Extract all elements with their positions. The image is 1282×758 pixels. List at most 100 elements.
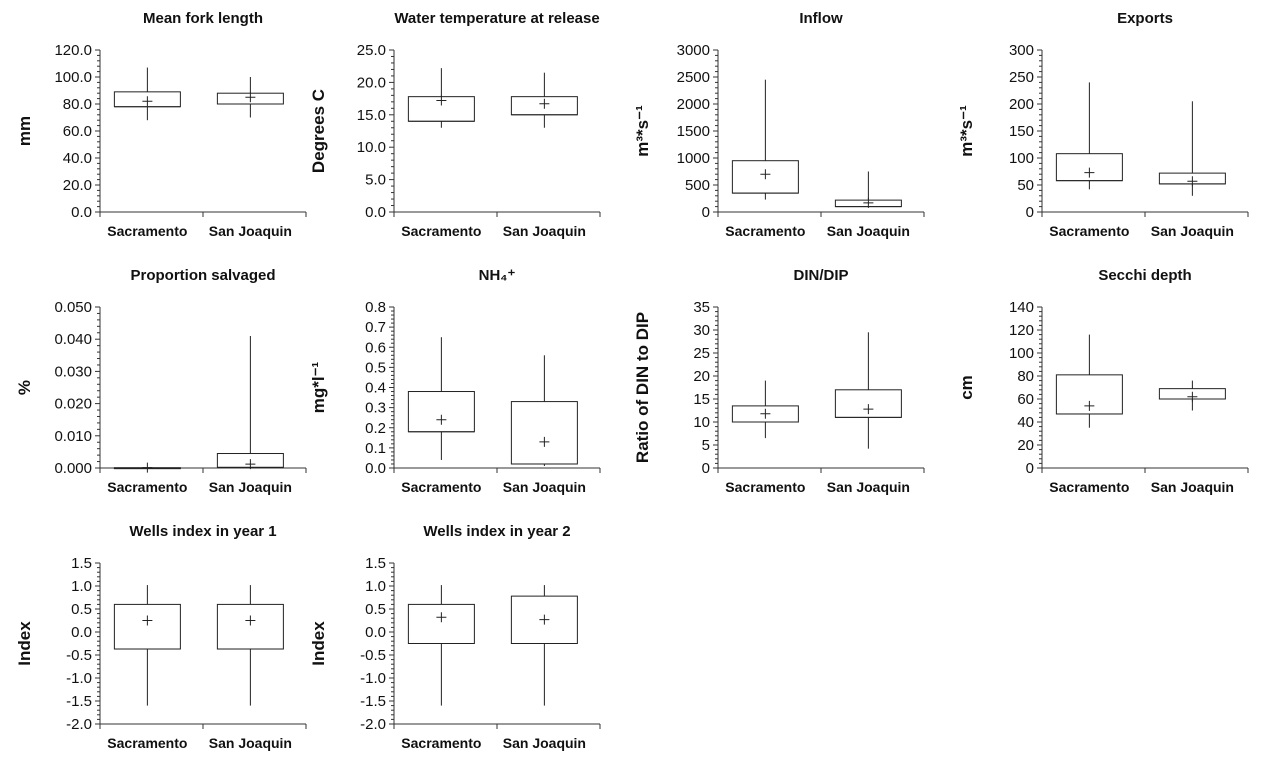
y-axis-label: Index bbox=[309, 621, 328, 666]
y-tick-label: 20 bbox=[1017, 437, 1034, 454]
iqr-box bbox=[407, 603, 475, 645]
chart-title: DIN/DIP bbox=[793, 267, 848, 284]
y-tick-label: 200 bbox=[1009, 96, 1034, 113]
chart-title: NH₄⁺ bbox=[479, 267, 516, 284]
x-category-label: San Joaquin bbox=[503, 479, 586, 495]
y-tick-label: 150 bbox=[1009, 123, 1034, 140]
y-tick-label: 300 bbox=[1009, 42, 1034, 59]
y-axis-label: Index bbox=[15, 621, 34, 666]
x-category-label: Sacramento bbox=[725, 223, 805, 239]
x-category-label: Sacramento bbox=[107, 223, 187, 239]
box-san-joaquin bbox=[216, 585, 284, 706]
chart-title: Proportion salvaged bbox=[130, 267, 275, 284]
y-tick-label: 0.030 bbox=[54, 363, 92, 380]
mean-marker bbox=[245, 615, 256, 626]
y-tick-label: 25.0 bbox=[357, 42, 386, 59]
mean-marker bbox=[760, 169, 771, 180]
y-tick-label: 0.020 bbox=[54, 396, 92, 413]
x-category-label: Sacramento bbox=[1049, 479, 1129, 495]
y-axis-label: mm bbox=[15, 116, 34, 146]
chart-panel-6: NH₄⁺ mg*l⁻¹ 0.0 0.1 0.2 0.3 0.4 0.5 0.6 0.7 0.8 Sac… bbox=[309, 267, 601, 495]
x-category-label: San Joaquin bbox=[827, 479, 910, 495]
y-tick-label: -1.5 bbox=[66, 693, 92, 710]
y-tick-label: 5.0 bbox=[365, 172, 386, 189]
y-axis-label: Degrees C bbox=[309, 89, 328, 173]
y-tick-label: 0.2 bbox=[365, 420, 386, 437]
x-category-label: Sacramento bbox=[107, 479, 187, 495]
chart-panel-5: Proportion salvaged% 0.000 0.010 0.020 0.030… bbox=[15, 267, 307, 495]
chart-panel-3: Inflow m³*s⁻¹ 0 500 1000 1500 2000 2500 3000 Sacr… bbox=[633, 10, 925, 239]
y-tick-label: 0.4 bbox=[365, 380, 386, 397]
y-tick-label: 0.050 bbox=[54, 299, 92, 316]
mean-marker bbox=[863, 404, 874, 415]
box-sacramento bbox=[1055, 82, 1123, 190]
y-axis-label: mg*l⁻¹ bbox=[309, 361, 328, 413]
y-tick-label: 80 bbox=[1017, 368, 1034, 385]
y-tick-label: 0.1 bbox=[365, 440, 386, 457]
y-tick-label: 0.0 bbox=[365, 460, 386, 477]
y-tick-label: 120.0 bbox=[54, 42, 92, 59]
y-tick-label: 1.0 bbox=[365, 578, 386, 595]
x-category-label: San Joaquin bbox=[1151, 479, 1234, 495]
chart-title: Inflow bbox=[799, 10, 843, 27]
mean-marker bbox=[142, 462, 153, 473]
y-tick-label: 10 bbox=[693, 414, 710, 431]
box-san-joaquin bbox=[216, 77, 284, 118]
mean-marker bbox=[142, 96, 153, 107]
y-tick-label: 0.6 bbox=[365, 339, 386, 356]
y-tick-label: 2000 bbox=[677, 96, 710, 113]
box-san-joaquin bbox=[510, 355, 578, 466]
y-tick-label: 0.3 bbox=[365, 400, 386, 417]
y-tick-label: -1.5 bbox=[360, 693, 386, 710]
box-sacramento bbox=[731, 380, 799, 439]
y-tick-label: 0.7 bbox=[365, 319, 386, 336]
mean-marker bbox=[1084, 167, 1095, 178]
mean-marker bbox=[1187, 176, 1198, 187]
y-tick-label: 0.5 bbox=[365, 359, 386, 376]
y-tick-label: 0.040 bbox=[54, 331, 92, 348]
y-tick-label: 20 bbox=[693, 368, 710, 385]
box-san-joaquin bbox=[834, 171, 902, 208]
y-tick-label: -1.0 bbox=[66, 670, 92, 687]
chart-title: Exports bbox=[1117, 10, 1173, 27]
chart-title: Mean fork length bbox=[143, 10, 263, 27]
y-axis-label: cm bbox=[957, 375, 976, 400]
y-tick-label: 30 bbox=[693, 322, 710, 339]
y-tick-label: 40.0 bbox=[63, 150, 92, 167]
y-tick-label: 10.0 bbox=[357, 139, 386, 156]
chart-panel-10: Wells index in year 2 Index -2.0 -1.5 -1.0 -0… bbox=[309, 523, 601, 751]
mean-marker bbox=[539, 614, 550, 625]
chart-panel-9: Wells index in year 1 Index -2.0 -1.5 -1.0 -0… bbox=[15, 523, 307, 751]
y-tick-label: 20.0 bbox=[63, 177, 92, 194]
y-axis-label: m³*s⁻¹ bbox=[957, 105, 976, 157]
y-tick-label: 15.0 bbox=[357, 107, 386, 124]
box-sacramento bbox=[407, 337, 475, 460]
y-tick-label: 0 bbox=[702, 460, 710, 477]
mean-marker bbox=[436, 95, 447, 106]
y-tick-label: 5 bbox=[702, 437, 710, 454]
y-tick-label: 1.5 bbox=[365, 555, 386, 572]
y-tick-label: -2.0 bbox=[66, 716, 92, 733]
box-sacramento bbox=[731, 79, 799, 200]
iqr-box bbox=[216, 603, 284, 650]
y-tick-label: 0.5 bbox=[71, 601, 92, 618]
y-tick-label: -2.0 bbox=[360, 716, 386, 733]
x-category-label: Sacramento bbox=[401, 479, 481, 495]
chart-title: Wells index in year 2 bbox=[423, 523, 570, 540]
iqr-box bbox=[407, 391, 475, 433]
box-sacramento bbox=[113, 67, 181, 121]
y-tick-label: 35 bbox=[693, 299, 710, 316]
y-tick-label: 1000 bbox=[677, 150, 710, 167]
y-tick-label: 2500 bbox=[677, 69, 710, 86]
x-category-label: San Joaquin bbox=[209, 223, 292, 239]
y-tick-label: 100 bbox=[1009, 150, 1034, 167]
mean-marker bbox=[436, 414, 447, 425]
y-tick-label: 0 bbox=[1026, 204, 1034, 221]
y-tick-label: 3000 bbox=[677, 42, 710, 59]
y-tick-label: 80.0 bbox=[63, 96, 92, 113]
mean-marker bbox=[245, 459, 256, 470]
y-tick-label: 60 bbox=[1017, 391, 1034, 408]
x-category-label: San Joaquin bbox=[503, 223, 586, 239]
y-tick-label: 1500 bbox=[677, 123, 710, 140]
